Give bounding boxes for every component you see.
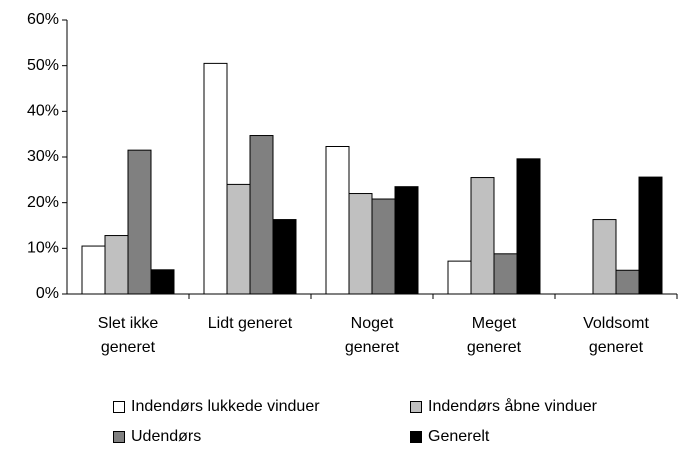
legend-item: Indendørs åbne vinduer <box>410 398 597 416</box>
bar <box>272 219 297 295</box>
legend-swatch <box>113 431 125 443</box>
y-tick-label: 20% <box>27 194 59 211</box>
legend-swatch <box>410 431 422 443</box>
bar <box>615 269 640 295</box>
x-tick-label: Noget generet <box>344 315 400 356</box>
x-tick-label: Lidt generet <box>207 315 293 332</box>
y-tick-label: 60% <box>27 11 59 28</box>
bar <box>470 177 495 295</box>
y-tick-label: 10% <box>27 240 59 257</box>
bar <box>325 145 350 295</box>
bar <box>493 253 518 295</box>
bar <box>371 198 396 295</box>
bar <box>638 176 663 295</box>
y-tick-label: 30% <box>27 148 59 165</box>
legend-item: Udendørs <box>113 428 201 446</box>
bar <box>203 62 228 295</box>
bar <box>150 269 175 295</box>
x-tick-label: Slet ikke generet <box>97 315 159 356</box>
legend-label: Indendørs lukkede vinduer <box>131 398 320 415</box>
legend-label: Udendørs <box>131 428 202 445</box>
y-tick-label: 50% <box>27 57 59 74</box>
bar <box>81 245 106 295</box>
x-tick-label: Meget generet <box>466 315 522 356</box>
bar <box>394 186 419 295</box>
legend-item: Indendørs lukkede vinduer <box>113 398 320 416</box>
legend-swatch <box>410 401 422 413</box>
bar <box>516 158 541 295</box>
legend-swatch <box>113 401 125 413</box>
bar <box>226 183 251 295</box>
bar <box>249 135 274 295</box>
legend-item: Generelt <box>410 428 489 446</box>
legend-label: Generelt <box>428 428 490 445</box>
bar <box>447 260 472 295</box>
y-tick-label: 0% <box>36 285 59 302</box>
y-tick-label: 40% <box>27 103 59 120</box>
legend-label: Indendørs åbne vinduer <box>428 398 597 415</box>
bar <box>127 149 152 295</box>
bar <box>592 219 617 295</box>
bar <box>348 193 373 295</box>
x-tick-label: Voldsomt generet <box>583 315 649 356</box>
bar <box>104 235 129 295</box>
